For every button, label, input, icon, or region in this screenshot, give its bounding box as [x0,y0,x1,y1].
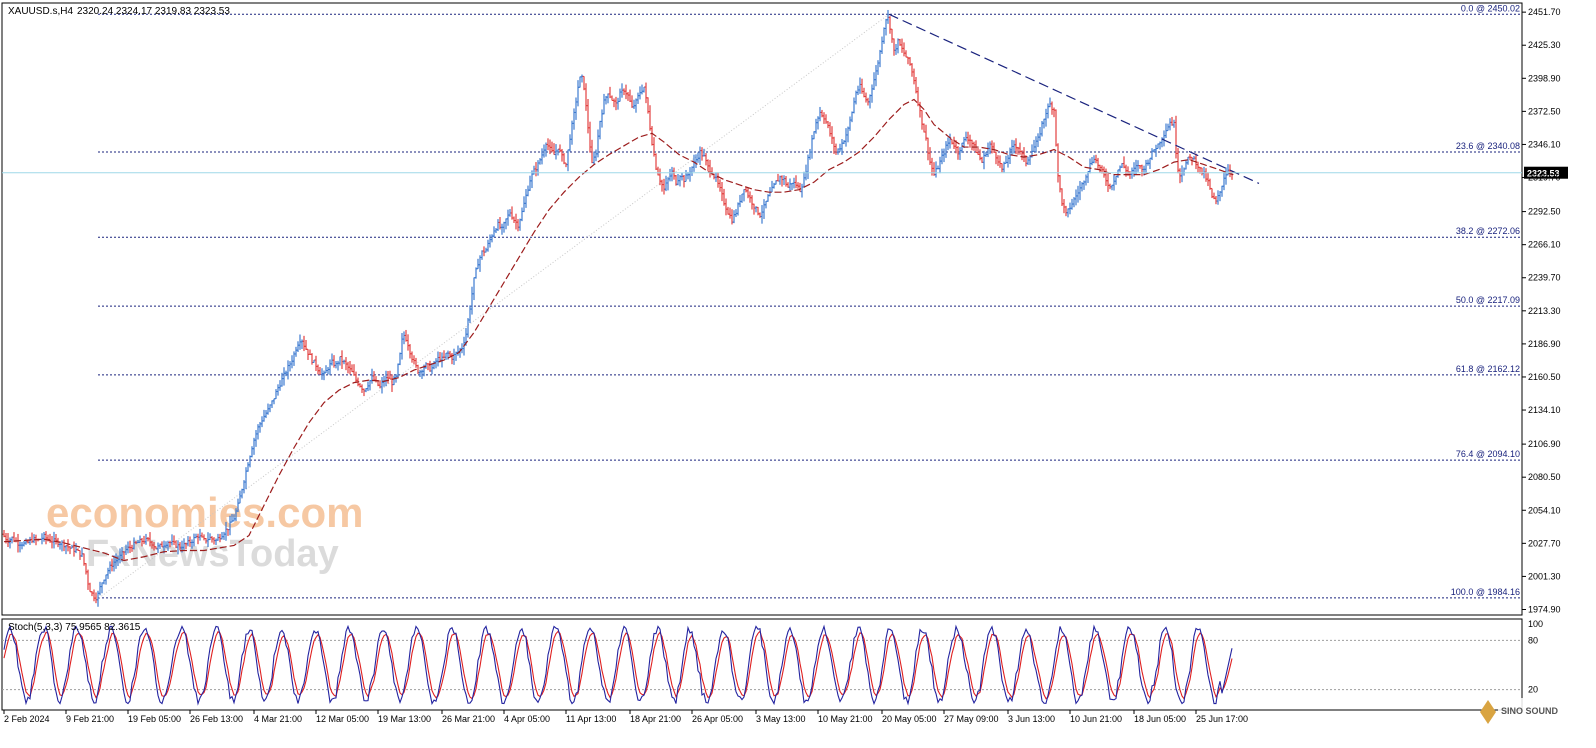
y-tick-label: 2425.30 [1528,40,1561,50]
stoch-main-line [3,624,1233,706]
downtrend-line [888,13,1260,184]
fib-label: 0.0 @ 2450.02 [1461,3,1520,13]
x-tick-label: 27 May 09:00 [944,714,999,724]
current-price-text: 2323.53 [1527,169,1560,179]
fibonacci-levels: 0.0 @ 2450.02 23.6 @ 2340.08 38.2 @ 2272.0… [98,3,1520,599]
x-tick-label: 2 Feb 2024 [4,714,50,724]
y-tick-label: 2451.70 [1528,7,1561,17]
x-tick-label: 3 May 13:00 [756,714,806,724]
y-tick-label: 2160.50 [1528,372,1561,382]
x-tick-label: 11 Apr 13:00 [566,714,616,724]
stoch-pane-frame [1,618,1523,711]
corner-logo: SINO SOUND [1480,698,1560,724]
stoch-label: Stoch(5,3,3) 75.9565 82.3615 [8,622,141,633]
y-tick-label: 2266.10 [1528,240,1561,250]
y-tick-label: 2319.70 [1528,173,1561,183]
price-series [2,9,1234,607]
x-tick-label: 25 Jun 17:00 [1196,714,1248,724]
stoch-signal-line [3,630,1233,700]
symbol-label: XAUUSD.s,H4 [8,6,73,17]
y-tick-label: 2186.90 [1528,339,1561,349]
x-tick-label: 9 Feb 21:00 [66,714,114,724]
x-tick-label: 19 Mar 13:00 [378,714,431,724]
y-tick-label: 2054.10 [1528,505,1561,515]
stochastic-oscillator: 100 80 20 [2,619,1543,706]
y-tick-label: 2080.50 [1528,472,1561,482]
x-tick-label: 10 May 21:00 [818,714,873,724]
y-tick-label: 2346.10 [1528,139,1561,149]
fib-label: 38.2 @ 2272.06 [1456,226,1520,236]
time-axis: 2 Feb 2024 9 Feb 21:00 19 Feb 05:00 26 Feb … [3,710,1248,724]
stoch-tick-label: 20 [1528,685,1538,695]
fib-label: 76.4 @ 2094.10 [1456,449,1520,459]
watermark-brand: economies.com [46,489,363,536]
diamond-logo-icon [1480,700,1496,724]
fib-label: 61.8 @ 2162.12 [1456,364,1520,374]
corner-logo-text: SINO SOUND [1501,706,1559,716]
moving-average [3,98,1234,562]
y-tick-label: 1974.90 [1528,604,1561,614]
y-tick-label: 2239.70 [1528,273,1561,283]
x-tick-label: 4 Apr 05:00 [504,714,550,724]
y-tick-label: 2134.10 [1528,405,1561,415]
y-tick-label: 2292.50 [1528,207,1561,217]
x-tick-label: 3 Jun 13:00 [1008,714,1055,724]
trendline [888,13,1260,184]
x-tick-label: 26 Feb 13:00 [190,714,243,724]
fib-label: 100.0 @ 1984.16 [1451,587,1520,597]
stoch-tick-label: 100 [1528,619,1543,629]
fib-label: 23.6 @ 2340.08 [1456,141,1520,151]
fib-label: 50.0 @ 2217.09 [1456,295,1520,305]
x-tick-label: 10 Jun 21:00 [1070,714,1122,724]
stoch-tick-label: 80 [1528,635,1538,645]
y-tick-label: 2001.30 [1528,571,1561,581]
current-price-tag [1524,166,1568,179]
y-tick-label: 2106.90 [1528,439,1561,449]
ma-line [3,98,1234,562]
y-tick-label: 2213.30 [1528,306,1561,316]
price-axis: 2451.70 2425.30 2398.90 2372.50 2346.10 2319.… [1522,7,1561,614]
current-price-line: 2323.53 [2,166,1568,179]
x-tick-label: 12 Mar 05:00 [316,714,369,724]
x-tick-label: 18 Jun 05:00 [1134,714,1186,724]
x-tick-label: 26 Mar 21:00 [442,714,495,724]
y-tick-label: 2372.50 [1528,106,1561,116]
y-tick-label: 2027.70 [1528,538,1561,548]
main-pane-frame [1,2,1523,616]
x-tick-label: 19 Feb 05:00 [128,714,181,724]
x-tick-label: 18 Apr 21:00 [630,714,681,724]
x-tick-label: 26 Apr 05:00 [692,714,743,724]
ohlc-values: 2320.24 2324.17 2319.83 2323.53 [77,6,230,17]
y-tick-label: 2398.90 [1528,73,1561,83]
x-tick-label: 20 May 05:00 [882,714,937,724]
x-tick-label: 4 Mar 21:00 [254,714,302,724]
